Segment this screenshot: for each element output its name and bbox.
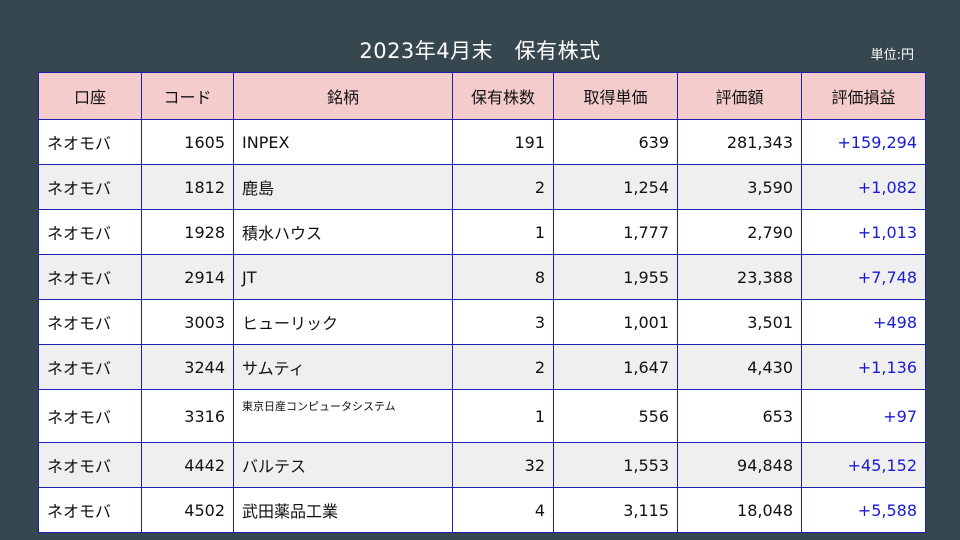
table-row: ネオモバ 3003 ヒューリック 3 1,001 3,501 +498 xyxy=(38,299,926,345)
cell-code: 3003 xyxy=(141,299,234,345)
cell-shares: 2 xyxy=(452,344,554,390)
cell-name: 鹿島 xyxy=(233,164,453,210)
column-header-code: コード xyxy=(141,72,234,120)
cell-account: ネオモバ xyxy=(38,487,142,533)
unit-label: 単位:円 xyxy=(870,48,914,63)
cell-code: 3244 xyxy=(141,344,234,390)
table-header-row: 口座 コード 銘柄 保有株数 取得単価 評価額 評価損益 xyxy=(38,72,926,120)
cell-code: 1812 xyxy=(141,164,234,210)
cell-profit-loss: +159,294 xyxy=(801,119,926,165)
table-row: ネオモバ 4442 バルテス 32 1,553 94,848 +45,152 xyxy=(38,442,926,488)
cell-code: 4502 xyxy=(141,487,234,533)
cell-profit-loss: +97 xyxy=(801,389,926,443)
cell-name: バルテス xyxy=(233,442,453,488)
table-row: ネオモバ 1928 積水ハウス 1 1,777 2,790 +1,013 xyxy=(38,209,926,255)
cell-profit-loss: +7,748 xyxy=(801,254,926,300)
cell-shares: 8 xyxy=(452,254,554,300)
cell-value: 4,430 xyxy=(677,344,802,390)
cell-name: 武田薬品工業 xyxy=(233,487,453,533)
column-header-name: 銘柄 xyxy=(233,72,453,120)
cell-name: INPEX xyxy=(233,119,453,165)
cell-value: 281,343 xyxy=(677,119,802,165)
cell-cost: 1,254 xyxy=(553,164,678,210)
cell-account: ネオモバ xyxy=(38,119,142,165)
table-row: ネオモバ 3316 東京日産コンピュータシステム 1 556 653 +97 xyxy=(38,389,926,443)
cell-name: ヒューリック xyxy=(233,299,453,345)
cell-cost: 556 xyxy=(553,389,678,443)
cell-account: ネオモバ xyxy=(38,164,142,210)
holdings-table: 口座 コード 銘柄 保有株数 取得単価 評価額 評価損益 ネオモバ 1605 I… xyxy=(38,72,926,533)
cell-value: 23,388 xyxy=(677,254,802,300)
column-header-shares: 保有株数 xyxy=(452,72,554,120)
cell-name: JT xyxy=(233,254,453,300)
cell-name: サムティ xyxy=(233,344,453,390)
cell-account: ネオモバ xyxy=(38,344,142,390)
cell-profit-loss: +45,152 xyxy=(801,442,926,488)
page-title: 2023年4月末 保有株式 xyxy=(359,39,601,63)
cell-profit-loss: +498 xyxy=(801,299,926,345)
cell-value: 3,501 xyxy=(677,299,802,345)
cell-shares: 1 xyxy=(452,209,554,255)
cell-cost: 1,955 xyxy=(553,254,678,300)
column-header-profit-loss: 評価損益 xyxy=(801,72,926,120)
cell-value: 653 xyxy=(677,389,802,443)
cell-code: 1928 xyxy=(141,209,234,255)
cell-shares: 2 xyxy=(452,164,554,210)
cell-profit-loss: +5,588 xyxy=(801,487,926,533)
cell-cost: 1,553 xyxy=(553,442,678,488)
cell-cost: 1,777 xyxy=(553,209,678,255)
cell-cost: 1,647 xyxy=(553,344,678,390)
cell-shares: 3 xyxy=(452,299,554,345)
column-header-value: 評価額 xyxy=(677,72,802,120)
column-header-cost: 取得単価 xyxy=(553,72,678,120)
cell-code: 3316 xyxy=(141,389,234,443)
cell-code: 1605 xyxy=(141,119,234,165)
cell-name: 東京日産コンピュータシステム xyxy=(233,389,453,443)
cell-account: ネオモバ xyxy=(38,442,142,488)
cell-shares: 4 xyxy=(452,487,554,533)
cell-cost: 1,001 xyxy=(553,299,678,345)
cell-account: ネオモバ xyxy=(38,209,142,255)
cell-profit-loss: +1,082 xyxy=(801,164,926,210)
cell-account: ネオモバ xyxy=(38,389,142,443)
cell-account: ネオモバ xyxy=(38,254,142,300)
cell-account: ネオモバ xyxy=(38,299,142,345)
cell-cost: 639 xyxy=(553,119,678,165)
column-header-account: 口座 xyxy=(38,72,142,120)
cell-shares: 191 xyxy=(452,119,554,165)
table-row: ネオモバ 4502 武田薬品工業 4 3,115 18,048 +5,588 xyxy=(38,487,926,533)
cell-value: 94,848 xyxy=(677,442,802,488)
table-row: ネオモバ 1605 INPEX 191 639 281,343 +159,294 xyxy=(38,119,926,165)
cell-shares: 1 xyxy=(452,389,554,443)
cell-value: 18,048 xyxy=(677,487,802,533)
cell-value: 2,790 xyxy=(677,209,802,255)
cell-profit-loss: +1,136 xyxy=(801,344,926,390)
cell-profit-loss: +1,013 xyxy=(801,209,926,255)
cell-value: 3,590 xyxy=(677,164,802,210)
cell-shares: 32 xyxy=(452,442,554,488)
table-row: ネオモバ 2914 JT 8 1,955 23,388 +7,748 xyxy=(38,254,926,300)
cell-cost: 3,115 xyxy=(553,487,678,533)
table-row: ネオモバ 1812 鹿島 2 1,254 3,590 +1,082 xyxy=(38,164,926,210)
cell-code: 4442 xyxy=(141,442,234,488)
cell-code: 2914 xyxy=(141,254,234,300)
table-row: ネオモバ 3244 サムティ 2 1,647 4,430 +1,136 xyxy=(38,344,926,390)
cell-name: 積水ハウス xyxy=(233,209,453,255)
